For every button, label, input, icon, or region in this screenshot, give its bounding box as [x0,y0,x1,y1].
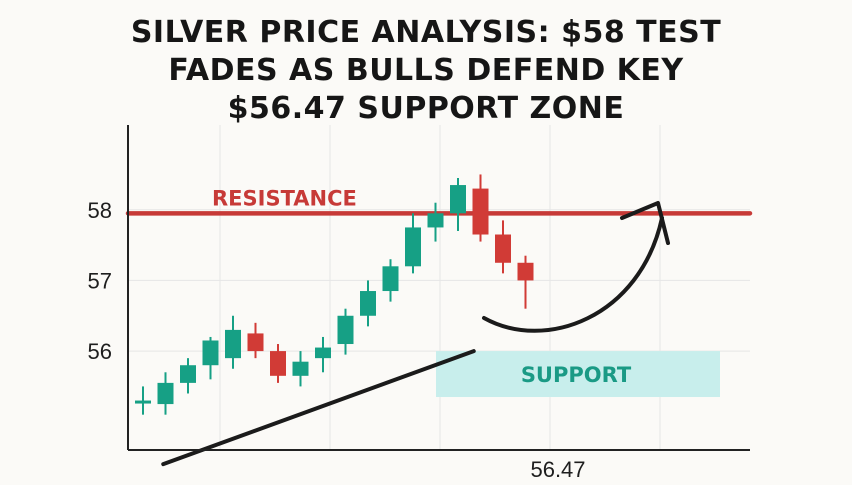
support-zone: SUPPORT [436,351,720,398]
candle-body-1 [157,382,174,405]
candle-13 [427,202,444,242]
candle-body-9 [337,315,354,345]
candle-body-4 [225,329,241,359]
curved-arrow [482,216,664,333]
candle-body-8 [315,347,331,359]
resistance-label: RESISTANCE [212,186,357,210]
candle-1 [157,372,174,415]
candle-body-0 [135,400,151,404]
grid-lines [128,125,750,450]
title-line-1: SILVER PRICE ANALYSIS: $58 TEST [130,15,722,50]
candle-body-17 [517,262,534,281]
support-rect [436,351,720,398]
candle-14 [450,177,466,231]
candle-8 [315,336,331,373]
candle-17 [517,255,534,309]
title-line-3: $56.47 SUPPORT ZONE [227,91,625,126]
candle-10 [360,280,376,327]
candle-7 [292,351,309,387]
candle-body-16 [495,234,511,263]
candle-5 [247,322,264,359]
candle-body-6 [270,351,286,376]
candle-2 [180,358,196,394]
resistance-level: RESISTANCE [125,186,753,216]
candle-body-11 [382,266,399,292]
candle-body-3 [202,340,219,366]
curved-arrow-head [620,201,670,245]
candles [135,174,534,415]
candle-11 [382,259,399,302]
candle-0 [135,386,151,415]
y-tick-label-57: 57 [88,268,112,293]
candle-12 [405,213,421,274]
candle-4 [225,315,241,369]
candle-body-14 [450,185,466,214]
chart-title: SILVER PRICE ANALYSIS: $58 TEST FADES AS… [0,14,852,128]
candle-9 [337,308,354,355]
support-label: SUPPORT [521,363,632,387]
candle-body-15 [472,188,489,235]
y-tick-label-58: 58 [88,198,112,223]
candle-body-5 [247,333,264,352]
trendline [161,349,476,467]
candle-15 [472,174,489,242]
y-tick-labels: 56 57 58 [88,198,112,364]
y-tick-label-56: 56 [88,339,112,364]
x-tick-label-56-47: 56.47 [530,457,585,482]
candle-6 [270,344,286,383]
candle-body-12 [405,227,421,267]
candle-body-7 [292,361,309,376]
candle-body-2 [180,365,196,383]
candle-body-10 [360,291,376,316]
candle-3 [202,336,219,380]
title-line-2: FADES AS BULLS DEFEND KEY [168,53,684,88]
candle-body-13 [427,213,444,228]
candle-16 [495,220,511,274]
